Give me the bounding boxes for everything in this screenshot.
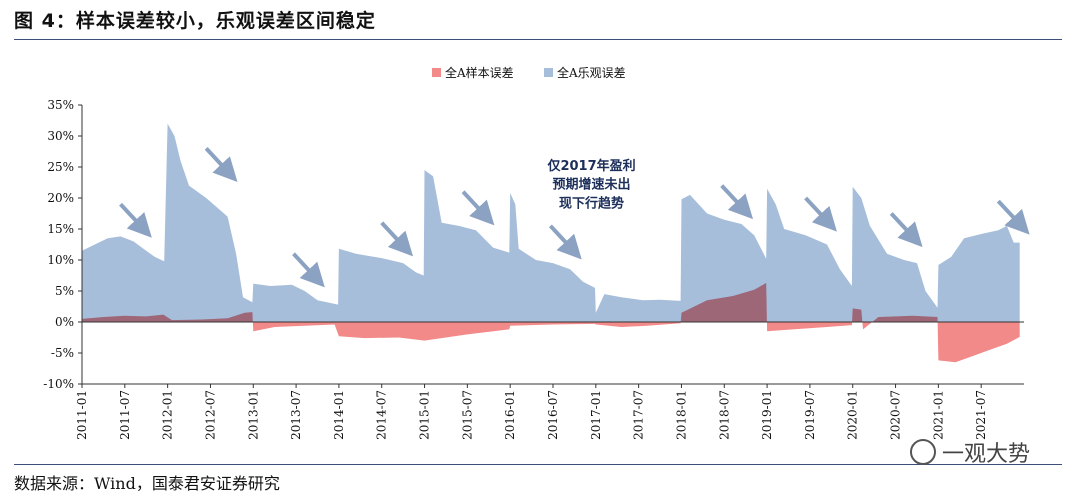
legend-label: 全A乐观误差 [557, 65, 626, 80]
x-tick-label: 2019-01 [760, 390, 774, 440]
watermark-text: 一观大势 [942, 442, 1031, 467]
x-tick-label: 2020-01 [846, 390, 860, 440]
y-tick-label: 25% [47, 160, 74, 174]
y-tick-label: -5% [51, 346, 74, 360]
x-tick-label: 2011-07 [118, 390, 132, 440]
legend-swatch [432, 68, 441, 77]
y-tick-label: 15% [47, 222, 74, 236]
trend-arrow [889, 212, 923, 248]
series-sample-area [82, 282, 1020, 363]
x-tick-label: 2019-07 [803, 390, 817, 440]
x-tick-label: 2015-01 [418, 390, 432, 440]
source-note: 数据来源：Wind，国泰君安证券研究 [14, 474, 280, 493]
x-tick-label: 2012-07 [203, 390, 217, 440]
trend-arrow [804, 196, 837, 232]
y-tick-label: 35% [47, 98, 74, 112]
x-tick-label: 2013-01 [246, 390, 260, 440]
trend-arrow [119, 202, 152, 238]
x-tick-label: 2021-01 [931, 390, 945, 440]
x-tick-label: 2013-07 [289, 390, 303, 440]
y-tick-label: -10% [43, 377, 74, 391]
trend-arrow [461, 190, 495, 226]
trend-arrow [720, 184, 754, 220]
y-tick-label: 10% [47, 253, 74, 267]
wechat-icon [910, 439, 936, 465]
figure-title: 图 4：样本误差较小，乐观误差区间稳定 [14, 10, 376, 32]
legend-swatch [544, 68, 553, 77]
annotation-text: 现下行趋势 [559, 195, 624, 211]
x-tick-label: 2016-07 [546, 390, 560, 440]
x-tick-label: 2011-01 [75, 390, 89, 440]
y-tick-label: 5% [55, 284, 74, 298]
x-tick-label: 2018-01 [674, 390, 688, 440]
trend-arrow [292, 252, 325, 288]
trend-arrow [996, 199, 1030, 235]
annotation-text: 仅2017年盈利 [546, 158, 635, 174]
x-tick-label: 2014-01 [332, 390, 346, 440]
y-tick-label: 30% [47, 129, 74, 143]
legend-label: 全A样本误差 [445, 65, 514, 80]
bottom-rule [14, 464, 1062, 465]
x-tick-label: 2015-07 [460, 390, 474, 440]
series-optimistic-area [82, 123, 1020, 322]
x-tick-label: 2021-07 [974, 390, 988, 440]
annotation-text: 预期增速未出 [553, 177, 631, 193]
x-tick-label: 2016-01 [503, 390, 517, 440]
trend-arrow [204, 147, 238, 182]
x-tick-label: 2018-07 [717, 390, 731, 440]
trend-arrow [548, 224, 582, 260]
top-rule [14, 39, 1062, 40]
x-tick-label: 2017-07 [632, 390, 646, 440]
x-tick-label: 2017-01 [589, 390, 603, 440]
watermark: 一观大势 [910, 436, 1030, 468]
trend-arrow [380, 221, 414, 257]
x-tick-label: 2020-07 [889, 390, 903, 440]
x-tick-label: 2014-07 [375, 390, 389, 440]
y-tick-label: 20% [47, 191, 74, 205]
x-tick-label: 2012-01 [161, 390, 175, 440]
y-tick-label: 0% [55, 315, 74, 329]
